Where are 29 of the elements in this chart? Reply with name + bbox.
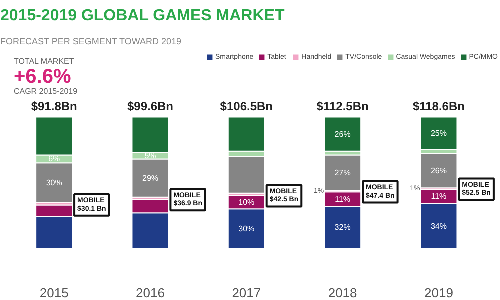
- annotation: $112.5Bn: [316, 99, 369, 114]
- data-label: 30%: [238, 224, 255, 234]
- data-label: 26%: [430, 166, 447, 176]
- annotation: $106.5Bn: [220, 99, 274, 114]
- x-tick-label: 2017: [232, 286, 262, 300]
- text: TOTAL MARKET: [14, 56, 74, 66]
- annotation: $118.6Bn: [412, 99, 465, 114]
- data-label: 26%: [334, 130, 351, 139]
- data-label: 30%: [46, 178, 62, 188]
- x-tick-label: 2016: [136, 286, 165, 300]
- data-label: 6%: [48, 154, 60, 164]
- data-label: 11%: [335, 194, 351, 204]
- annotation: $99.6Bn: [127, 99, 174, 114]
- data-label: 29%: [142, 174, 159, 183]
- chart-subtitle: FORECAST PER SEGMENT TOWARD 2019: [0, 36, 182, 46]
- data-label: 34%: [430, 222, 447, 231]
- data-label: 32%: [334, 223, 351, 232]
- text: CAGR 2015-2019: [14, 86, 78, 96]
- x-tick-label: 2015: [40, 286, 69, 300]
- data-label: 27%: [334, 168, 351, 178]
- x-tick-label: 2018: [328, 286, 358, 300]
- text: +6.6%: [14, 66, 72, 88]
- annotation: $91.8Bn: [31, 99, 78, 114]
- data-label: 5%: [144, 151, 156, 160]
- data-label: 10%: [238, 198, 255, 208]
- x-tick-label: 2019: [424, 286, 454, 300]
- chart-title: 2015-2019 GLOBAL GAMES MARKET: [0, 8, 285, 24]
- data-label: 25%: [430, 129, 447, 138]
- data-label: 11%: [431, 192, 447, 202]
